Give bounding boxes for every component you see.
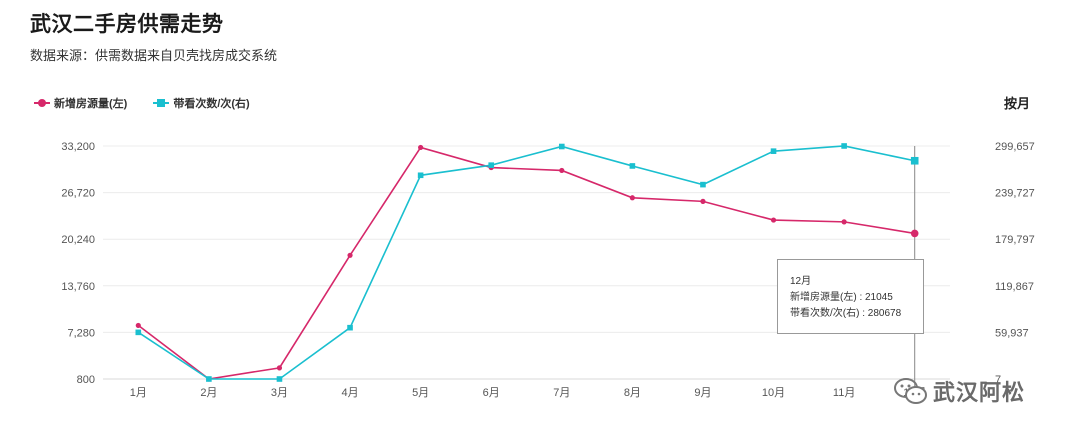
tooltip-title: 12月 [790,276,812,287]
x-tick-label: 11月 [833,387,855,399]
x-tick-label: 4月 [341,387,358,399]
y-right-tick-label: 119,867 [995,281,1034,293]
legend-item-series2[interactable]: 带看次数/次(右) [153,95,250,111]
data-point-series1 [910,229,919,238]
data-point-series1 [347,252,353,258]
data-point-series2 [206,376,212,382]
data-point-series2 [276,376,283,382]
data-point-series1 [841,219,847,225]
x-tick-label: 1月 [130,387,147,399]
y-right-tick-label: 299,657 [995,141,1035,153]
x-tick-label: 8月 [624,387,641,399]
y-right-tick-label: 239,727 [995,188,1035,200]
y-left-tick-label: 26,720 [61,188,95,200]
y-left-tick-label: 20,240 [61,234,95,246]
data-point-series1 [629,195,635,201]
data-point-series1 [276,365,283,371]
x-tick-label: 9月 [694,387,711,399]
y-right-tick-label: 59,937 [995,327,1029,339]
data-point-series2 [558,143,565,150]
y-left-tick-label: 33,200 [61,141,95,153]
series-line-2 [137,145,915,380]
data-point-series1 [418,144,424,151]
chart-legend: 新增房源量(左) 带看次数/次(右) [34,95,250,111]
legend-item-series1[interactable]: 新增房源量(左) [34,95,127,111]
y-right-tick-label: 179,797 [995,234,1035,246]
data-point-series2 [347,324,353,331]
period-selector[interactable]: 按月 [1003,96,1030,111]
x-tick-label: 10月 [762,387,785,399]
tooltip-line-series2: 带看次数/次(右) : 280678 [790,308,902,319]
chart-tooltip: 12月 新增房源量(左) : 21045 带看次数/次(右) : 280678 [777,259,924,334]
x-tick-label: 3月 [271,387,288,399]
data-point-series2 [841,143,847,149]
y-left-tick-label: 13,760 [61,281,95,293]
series-line-1 [137,146,915,380]
data-point-series2 [770,148,777,154]
y-left-tick-label: 800 [77,374,95,386]
legend-label-series2: 带看次数/次(右) [173,98,250,110]
data-point-series1 [770,217,777,223]
data-point-series2 [417,172,424,179]
wechat-icon [894,378,927,404]
legend-line-circle-icon [34,98,50,108]
y-right-tick-label: 7 [995,374,1001,386]
x-tick-label: 6月 [483,387,500,399]
data-point-series1 [700,198,706,204]
y-left-tick-label: 7,280 [67,327,95,339]
data-point-series2 [488,162,495,168]
x-tick-label: 2月 [200,387,217,399]
data-point-series2 [629,163,636,169]
data-point-series2 [910,156,919,165]
data-source-note: 数据来源：供需数据来自贝壳找房成交系统 [30,48,278,63]
tooltip-line-series1: 新增房源量(左) : 21045 [790,292,893,303]
x-tick-label: 7月 [553,387,570,399]
x-tick-label: 5月 [412,387,429,399]
data-point-series1 [559,167,565,174]
legend-label-series1: 新增房源量(左) [54,98,128,110]
data-point-series2 [135,329,142,336]
chart-title: 武汉二手房供需走势 [30,13,224,36]
watermark: 武汉阿松 [893,375,1025,407]
legend-line-square-icon [153,98,170,108]
data-point-series2 [700,181,706,188]
data-point-series1 [135,322,141,329]
watermark-text: 武汉阿松 [933,380,1026,405]
